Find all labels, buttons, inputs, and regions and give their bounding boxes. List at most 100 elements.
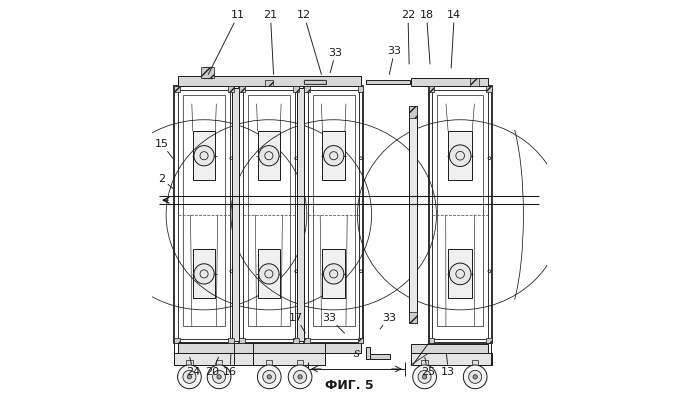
Circle shape <box>187 375 192 379</box>
Bar <box>304 86 363 343</box>
Bar <box>322 131 345 180</box>
Text: 24: 24 <box>186 357 201 377</box>
Text: 21: 21 <box>264 10 278 74</box>
Bar <box>254 353 324 365</box>
Circle shape <box>449 145 471 166</box>
Circle shape <box>468 370 482 383</box>
Bar <box>175 86 180 92</box>
Circle shape <box>463 365 487 389</box>
Text: 17: 17 <box>289 312 305 333</box>
Bar <box>487 86 492 92</box>
Bar <box>175 353 254 365</box>
Text: 33: 33 <box>380 312 396 329</box>
Text: 11: 11 <box>208 10 245 74</box>
Bar <box>448 131 473 180</box>
Bar <box>216 360 222 367</box>
Text: 22: 22 <box>401 10 415 64</box>
Bar <box>293 86 298 92</box>
Text: ФИГ. 5: ФИГ. 5 <box>325 379 374 392</box>
Bar <box>232 88 239 341</box>
Bar <box>304 86 310 92</box>
Circle shape <box>267 375 271 379</box>
Bar <box>411 353 492 365</box>
Bar <box>193 250 215 298</box>
Circle shape <box>422 375 426 379</box>
Bar <box>243 90 294 339</box>
Text: 2: 2 <box>158 174 173 189</box>
Circle shape <box>418 370 431 383</box>
Bar <box>258 250 280 298</box>
Text: 16: 16 <box>223 354 237 377</box>
Bar <box>438 95 483 326</box>
Bar <box>178 76 361 86</box>
Bar <box>175 86 233 343</box>
Text: 25: 25 <box>421 357 435 377</box>
Bar <box>264 80 273 86</box>
Bar <box>201 66 214 78</box>
Bar <box>239 86 298 343</box>
Bar <box>297 360 303 367</box>
Text: s: s <box>354 347 359 360</box>
Text: 15: 15 <box>154 139 173 158</box>
Bar <box>487 338 492 343</box>
Circle shape <box>294 370 307 383</box>
Circle shape <box>412 365 436 389</box>
Text: 18: 18 <box>419 10 433 64</box>
Bar <box>470 78 479 86</box>
Bar <box>472 360 478 367</box>
Bar <box>312 95 354 326</box>
Bar <box>358 338 363 343</box>
Bar <box>409 106 417 118</box>
Bar <box>304 80 326 84</box>
Circle shape <box>217 375 221 379</box>
Bar <box>304 338 310 343</box>
Bar <box>366 354 390 359</box>
Bar <box>409 106 417 324</box>
Bar <box>258 131 280 180</box>
Bar <box>421 360 428 367</box>
Bar <box>428 86 492 343</box>
Bar <box>239 338 245 343</box>
Bar <box>358 86 363 92</box>
Bar <box>175 338 180 343</box>
Bar <box>411 344 488 353</box>
Bar <box>266 360 273 367</box>
Circle shape <box>257 365 281 389</box>
Bar <box>203 66 212 78</box>
Circle shape <box>212 370 226 383</box>
Bar <box>228 86 233 92</box>
Circle shape <box>298 375 302 379</box>
Bar <box>308 90 359 339</box>
Circle shape <box>183 370 196 383</box>
Text: 14: 14 <box>447 10 461 68</box>
Circle shape <box>207 365 231 389</box>
Bar <box>248 95 290 326</box>
Text: 33: 33 <box>329 48 343 73</box>
Text: 12: 12 <box>297 10 322 74</box>
Circle shape <box>263 370 276 383</box>
Bar <box>433 90 488 339</box>
Circle shape <box>178 365 201 389</box>
Text: 13: 13 <box>441 354 455 377</box>
Circle shape <box>259 264 279 284</box>
Circle shape <box>288 365 312 389</box>
Text: 33: 33 <box>322 312 345 333</box>
Bar <box>228 338 233 343</box>
Bar <box>183 95 225 326</box>
Circle shape <box>194 146 214 166</box>
Circle shape <box>324 146 344 166</box>
Bar <box>409 312 417 324</box>
Bar <box>428 86 434 92</box>
Bar <box>322 250 345 298</box>
Bar <box>239 86 245 92</box>
Circle shape <box>194 264 214 284</box>
Circle shape <box>449 263 471 285</box>
Bar <box>178 343 361 353</box>
Circle shape <box>473 375 477 379</box>
Bar <box>366 347 370 359</box>
Bar <box>186 360 193 367</box>
Bar <box>193 131 215 180</box>
Bar <box>304 80 326 84</box>
Bar <box>293 338 298 343</box>
Bar <box>366 80 410 84</box>
